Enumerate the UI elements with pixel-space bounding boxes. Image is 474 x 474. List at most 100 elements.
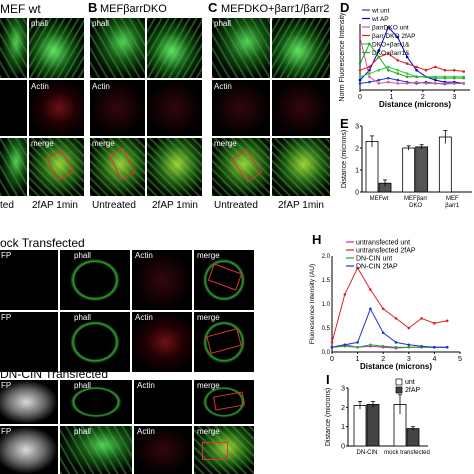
data-point <box>445 345 449 349</box>
x-tick-label: 5 <box>458 356 462 363</box>
data-point <box>343 293 347 296</box>
y-tick-label: 1.0 <box>322 302 331 308</box>
caption-b-2fap: 2fAP 1min <box>152 200 198 211</box>
y-tick-label: 2 <box>341 405 345 412</box>
bar <box>438 136 452 193</box>
data-point <box>434 65 437 69</box>
micrograph-a-phall: phall <box>29 18 84 78</box>
micrograph-mock-phall-1: phall <box>60 250 130 310</box>
caption-a-2fap: 2fAP 1min <box>32 200 78 211</box>
bar <box>406 428 420 447</box>
y-axis-label: Fluorescence Intensity (AU) <box>309 264 316 344</box>
data-point <box>462 70 466 73</box>
data-point <box>377 49 381 52</box>
data-point <box>386 26 390 29</box>
roi-box <box>206 328 242 354</box>
micrograph-mock-fp-2: FP <box>0 312 58 372</box>
micrograph-c-phall-2fap <box>272 18 330 78</box>
micrograph-mock-merge-1: merge <box>194 250 254 310</box>
micrograph-b-merge-untreated: merge <box>90 138 145 196</box>
y-axis-label: Distance (microns) <box>341 130 348 188</box>
data-point <box>368 65 371 69</box>
data-point <box>443 82 447 85</box>
roi-box <box>108 147 136 181</box>
data-point <box>415 68 418 72</box>
label-fp: FP <box>1 313 12 322</box>
label-fp: FP <box>1 251 12 260</box>
data-point <box>394 341 398 344</box>
legend-swatch <box>395 386 403 394</box>
legend-entry: unt <box>405 379 415 386</box>
category-label: mock transfected <box>384 450 430 456</box>
data-point <box>405 55 409 59</box>
data-point <box>445 319 449 323</box>
label-fp: FP <box>1 427 12 436</box>
category-label: MEFwt <box>370 196 389 202</box>
roi-box <box>207 263 243 291</box>
y-tick-label: 2.0 <box>322 254 331 260</box>
micrograph-dncin-phall-1: phall <box>60 380 132 424</box>
data-point <box>358 78 362 82</box>
y-tick-label: 1 <box>355 168 359 175</box>
data-point <box>381 307 385 311</box>
data-point <box>396 82 400 85</box>
micrograph-dncin-fp-2: FP <box>0 426 58 474</box>
label-merge: merge <box>197 313 220 322</box>
data-point <box>443 68 447 72</box>
data-point <box>381 331 385 335</box>
data-point <box>433 345 436 349</box>
data-point <box>396 78 400 82</box>
micrograph-mock-phall-2: phall <box>60 312 130 372</box>
micrograph-mock-merge-2: merge <box>194 312 254 372</box>
legend-entry: untransfected unt <box>356 240 410 247</box>
bar <box>353 404 367 447</box>
data-point <box>434 76 437 80</box>
label-actin: Actin <box>214 82 232 91</box>
label-phall: phall <box>74 427 91 436</box>
category-label: MEF <box>446 196 459 202</box>
y-axis-label: Distance (microns) <box>325 388 332 446</box>
data-point <box>386 68 390 72</box>
data-point <box>462 82 466 85</box>
series-line <box>359 26 464 84</box>
x-tick-label: 3 <box>407 356 411 363</box>
micrograph-dncin-fp-1: FP <box>0 380 58 424</box>
label-phall: phall <box>214 19 231 28</box>
panel-c-title: MEFDKO+βarr1/βarr2 <box>221 3 330 15</box>
data-point <box>358 68 362 72</box>
data-point <box>358 62 362 65</box>
data-point <box>433 321 436 325</box>
y-tick-label: 1.5 <box>322 278 331 284</box>
caption-c-untreated: Untreated <box>214 200 258 211</box>
data-point <box>407 343 411 347</box>
data-point <box>405 75 409 79</box>
legend-entry: DN-CIN 2fAP <box>356 264 398 271</box>
roi-box <box>213 391 245 411</box>
label-actin: Actin <box>135 313 153 322</box>
data-point <box>434 82 437 85</box>
data-point <box>424 75 428 79</box>
label-merge: merge <box>197 381 220 390</box>
label-actin: Actin <box>137 427 155 436</box>
x-tick-label: 3 <box>452 94 456 101</box>
dncin-section-title: DN-CIN Transfected <box>0 367 109 381</box>
legend-entry: DKO+βarr1& <box>372 50 410 57</box>
y-tick-label: 0.5 <box>322 326 331 332</box>
data-point <box>377 78 381 82</box>
label-phall: phall <box>74 313 91 322</box>
series-line <box>331 266 448 343</box>
data-point <box>415 75 418 79</box>
micrograph-dncin-actin-2: Actin <box>134 426 192 474</box>
data-point <box>358 75 362 79</box>
data-point <box>356 266 359 270</box>
data-point <box>377 82 381 85</box>
category-label: DKO <box>409 203 422 209</box>
roi-box <box>231 149 263 183</box>
micrograph-a-actin: Actin <box>29 80 84 136</box>
label-actin: Actin <box>31 82 49 91</box>
micrograph-a-green-left <box>0 18 27 78</box>
data-point <box>369 307 372 311</box>
category-label: βarr1 <box>445 203 460 209</box>
micrograph-dncin-phall-2: phall <box>60 426 132 474</box>
